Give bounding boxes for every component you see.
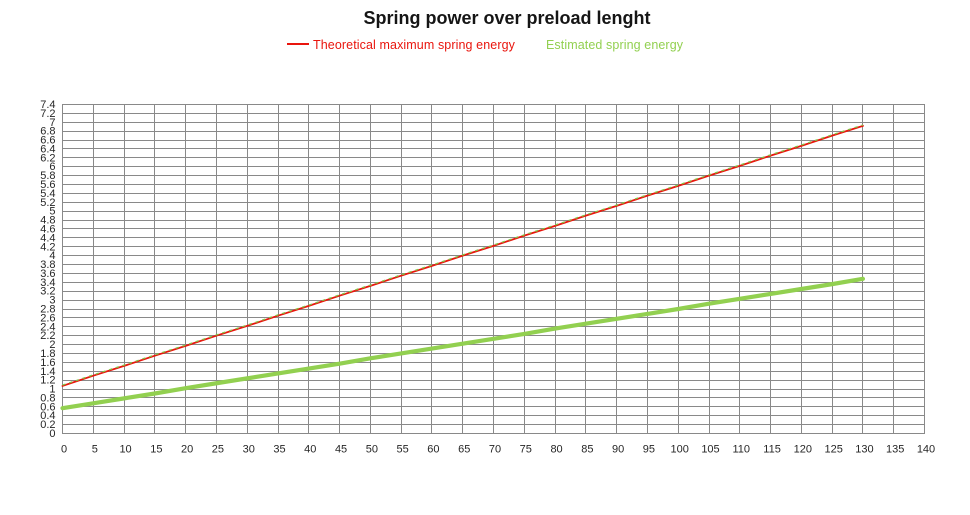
y-tick-label: 5.2 bbox=[40, 197, 55, 209]
series-line-theoretical bbox=[61, 124, 864, 387]
y-tick-label: 3.2 bbox=[40, 286, 55, 298]
chart-legend: Theoretical maximum spring energy Estima… bbox=[0, 36, 970, 54]
x-tick-label: 105 bbox=[701, 444, 719, 456]
x-tick-label: 45 bbox=[335, 444, 347, 456]
y-tick-label: 1.2 bbox=[40, 375, 55, 387]
y-tick-label: 6.4 bbox=[40, 143, 55, 155]
x-tick-label: 115 bbox=[763, 444, 781, 456]
x-tick-label: 75 bbox=[520, 444, 532, 456]
y-tick-label: 4 bbox=[49, 250, 55, 262]
series-line-estimated bbox=[60, 276, 866, 411]
x-tick-label: 40 bbox=[304, 444, 316, 456]
x-tick-label: 50 bbox=[366, 444, 378, 456]
x-tick-label: 80 bbox=[550, 444, 562, 456]
legend-item-theoretical: Theoretical maximum spring energy bbox=[287, 36, 515, 54]
y-tick-label: 2.8 bbox=[40, 304, 55, 316]
x-tick-label: 55 bbox=[397, 444, 409, 456]
y-tick-label: 2 bbox=[49, 339, 55, 351]
legend-label-estimated: Estimated spring energy bbox=[546, 38, 684, 52]
x-tick-label: 15 bbox=[150, 444, 162, 456]
x-tick-label: 95 bbox=[643, 444, 655, 456]
y-tick-label: 3.4 bbox=[40, 277, 55, 289]
x-tick-label: 5 bbox=[92, 444, 98, 456]
chart-title: Spring power over preload lenght bbox=[363, 8, 651, 28]
y-tick-label: 0.4 bbox=[40, 410, 55, 422]
y-tick-label: 1.6 bbox=[40, 357, 55, 369]
y-tick-label: 0.6 bbox=[40, 401, 55, 413]
x-tick-label: 60 bbox=[427, 444, 439, 456]
x-tick-label: 20 bbox=[181, 444, 193, 456]
x-tick-label: 65 bbox=[458, 444, 470, 456]
y-tick-label: 3.6 bbox=[40, 268, 55, 280]
x-tick-label: 130 bbox=[855, 444, 873, 456]
y-tick-label: 2.2 bbox=[40, 330, 55, 342]
legend-label-theoretical: Theoretical maximum spring energy bbox=[313, 38, 515, 52]
x-tick-label: 135 bbox=[886, 444, 904, 456]
y-tick-label: 3 bbox=[49, 295, 55, 307]
x-tick-label: 140 bbox=[917, 444, 935, 456]
y-tick-label: 1.4 bbox=[40, 366, 55, 378]
series-line-theoretical-fringe bbox=[62, 124, 864, 386]
x-tick-label: 90 bbox=[612, 444, 624, 456]
y-tick-label: 6 bbox=[49, 161, 55, 173]
y-tick-label: 3.8 bbox=[40, 259, 55, 271]
y-tick-label: 5.8 bbox=[40, 170, 55, 182]
plot-border bbox=[62, 104, 925, 434]
x-tick-label: 35 bbox=[273, 444, 285, 456]
y-tick-label: 0 bbox=[49, 428, 55, 440]
x-tick-label: 30 bbox=[243, 444, 255, 456]
x-tick-label: 25 bbox=[212, 444, 224, 456]
y-tick-label: 6.6 bbox=[40, 135, 55, 147]
x-tick-label: 100 bbox=[671, 444, 689, 456]
x-tick-label: 0 bbox=[61, 444, 67, 456]
y-tick-label: 1 bbox=[49, 384, 55, 396]
y-tick-label: 0.8 bbox=[40, 392, 55, 404]
y-tick-label: 7 bbox=[49, 117, 55, 129]
y-tick-label: 7.4 bbox=[40, 99, 55, 111]
x-tick-label: 10 bbox=[119, 444, 131, 456]
legend-item-estimated: Estimated spring energy bbox=[546, 36, 683, 54]
y-tick-label: 6.8 bbox=[40, 126, 55, 138]
y-tick-label: 5 bbox=[49, 206, 55, 218]
x-tick-label: 125 bbox=[824, 444, 842, 456]
y-tick-label: 6.2 bbox=[40, 152, 55, 164]
y-tick-label: 0.2 bbox=[40, 419, 55, 431]
y-tick-label: 5.4 bbox=[40, 188, 55, 200]
y-tick-label: 7.2 bbox=[40, 108, 55, 120]
x-tick-label: 85 bbox=[581, 444, 593, 456]
y-tick-label: 2.4 bbox=[40, 321, 55, 333]
y-tick-label: 5.6 bbox=[40, 179, 55, 191]
y-tick-label: 4.6 bbox=[40, 223, 55, 235]
red-line-swatch-icon bbox=[287, 42, 309, 45]
x-tick-label: 110 bbox=[733, 444, 751, 456]
x-tick-label: 70 bbox=[489, 444, 501, 456]
x-tick-label: 120 bbox=[794, 444, 812, 456]
y-tick-label: 4.4 bbox=[40, 232, 55, 244]
y-tick-label: 4.8 bbox=[40, 215, 55, 227]
y-tick-label: 2.6 bbox=[40, 312, 55, 324]
y-tick-label: 1.8 bbox=[40, 348, 55, 360]
y-tick-label: 4.2 bbox=[40, 241, 55, 253]
